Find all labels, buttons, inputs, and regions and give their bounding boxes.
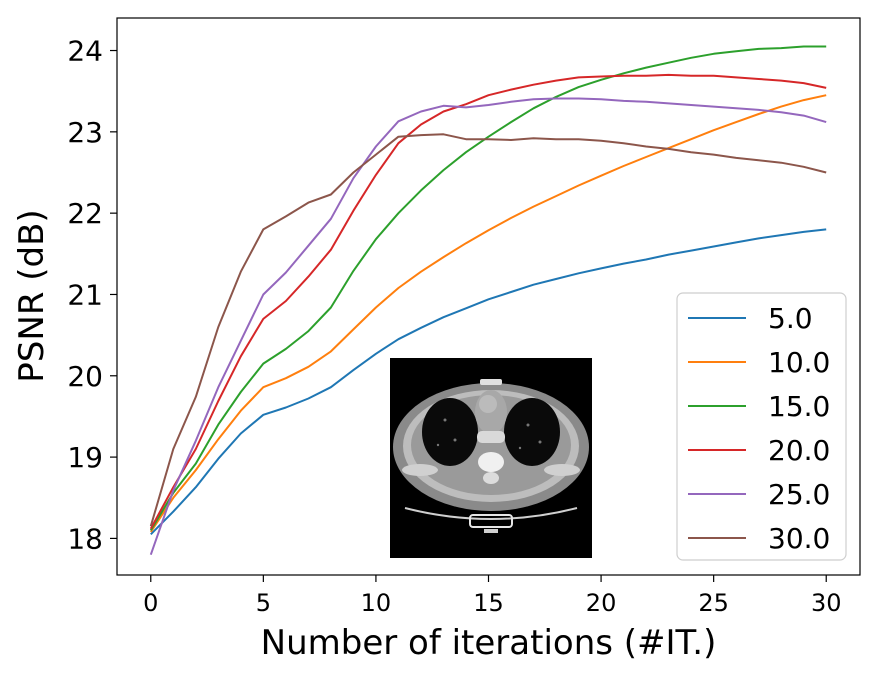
legend-box: [676, 292, 847, 561]
y-tick-label: 19: [67, 441, 103, 474]
legend-label: 20.0: [768, 434, 830, 467]
y-tick-label: 22: [67, 197, 103, 230]
legend-entry-15-0: 15.0: [688, 390, 830, 423]
legend-entry-10-0: 10.0: [688, 346, 830, 379]
x-tick-label: 25: [698, 589, 729, 617]
legend-label: 10.0: [768, 346, 830, 379]
ct-scan-inset-image: [390, 358, 592, 558]
legend-entry-30-0: 30.0: [688, 522, 830, 555]
y-tick-label: 23: [67, 116, 103, 149]
y-axis-ticks: 18 19 20 21 22 23 24: [67, 35, 117, 555]
x-tick-label: 15: [473, 589, 504, 617]
x-tick-label: 0: [143, 589, 158, 617]
legend-entry-20-0: 20.0: [688, 434, 830, 467]
legend-entry-25-0: 25.0: [688, 478, 830, 511]
legend-label: 25.0: [768, 478, 830, 511]
legend-entry-5-0: 5.0: [688, 302, 813, 335]
x-tick-label: 20: [586, 589, 617, 617]
x-tick-label: 30: [811, 589, 842, 617]
y-axis-title: PSNR (dB): [12, 209, 52, 382]
series-line-15-0: [149, 45, 827, 531]
x-tick-label: 5: [256, 589, 271, 617]
legend: 5.0 10.0 15.0 20.0 25.0 30.0: [676, 292, 847, 561]
legend-label: 15.0: [768, 390, 830, 423]
series-line-5-0: [150, 228, 827, 536]
x-axis-ticks: 0 5 10 15 20 25 30: [143, 575, 842, 617]
x-tick-label: 10: [361, 589, 392, 617]
series-line-10-0: [149, 94, 827, 533]
y-tick-label: 18: [67, 522, 103, 555]
legend-label: 5.0: [768, 302, 813, 335]
series-line-30-0: [149, 133, 827, 527]
y-tick-label: 24: [67, 35, 103, 68]
series-layer: [149, 45, 827, 556]
series-line-20-0: [149, 73, 827, 530]
legend-label: 30.0: [768, 522, 830, 555]
y-tick-label: 20: [67, 360, 103, 393]
y-tick-label: 21: [67, 278, 103, 311]
series-line-25-0: [149, 97, 827, 556]
x-axis-title: Number of iterations (#IT.): [261, 623, 717, 663]
